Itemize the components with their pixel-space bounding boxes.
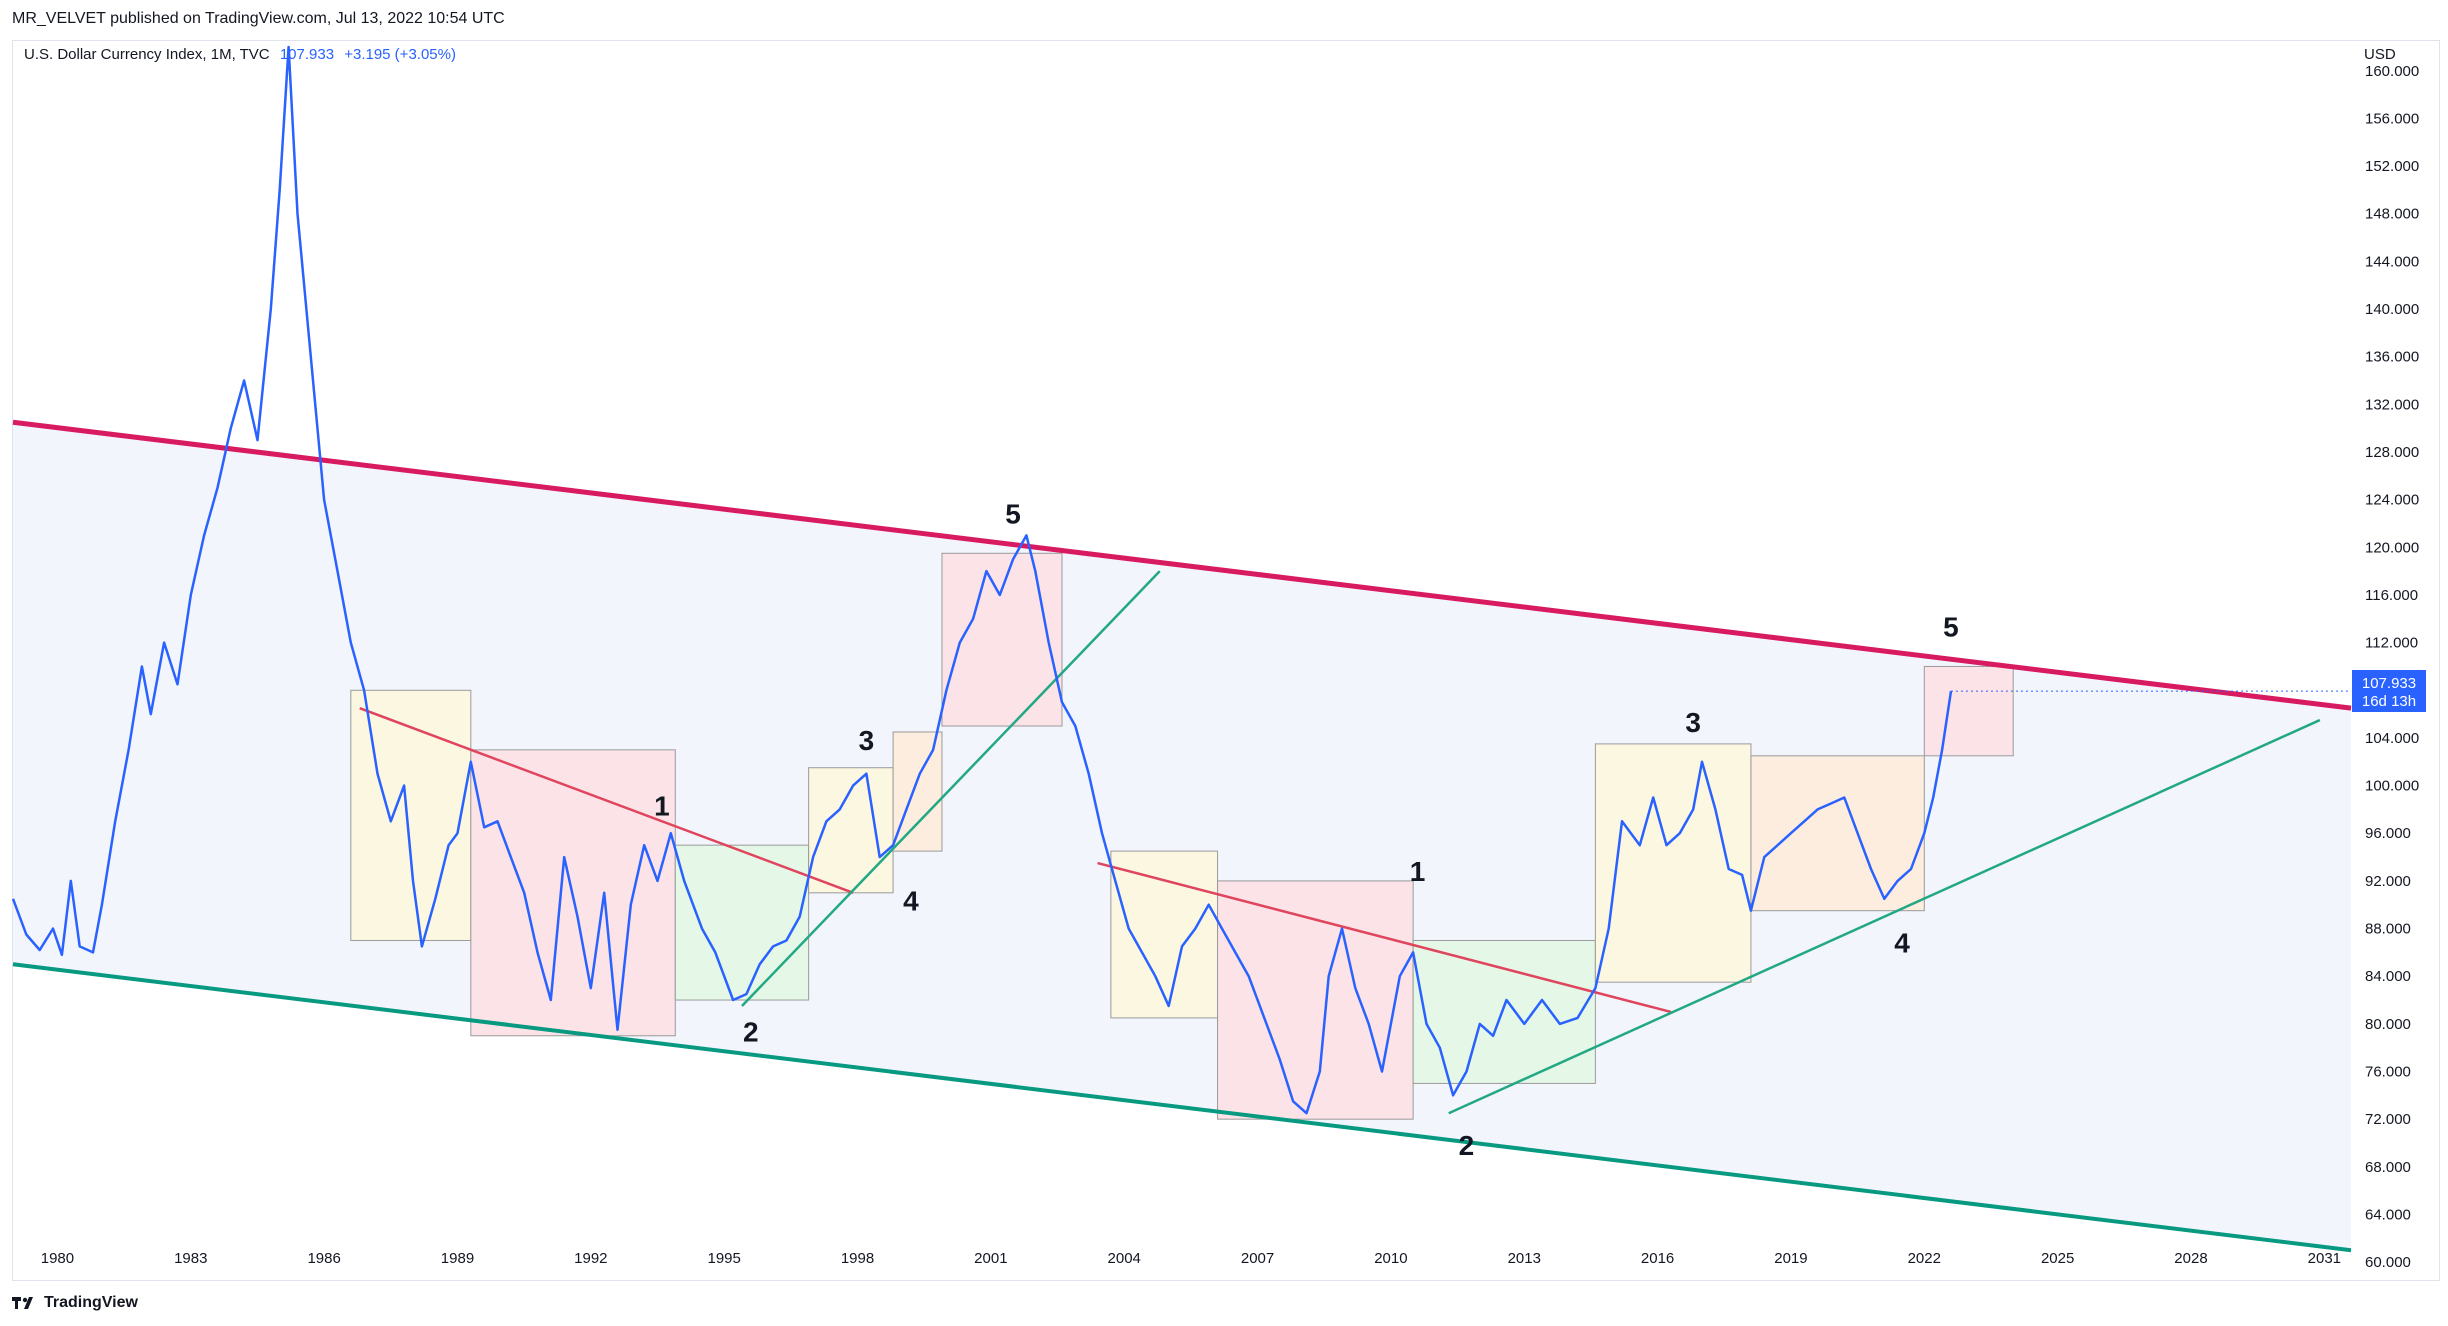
y-tick-label: 112.000 [2365,635,2418,652]
y-tick-label: 144.000 [2365,253,2419,270]
wave-box-6 [941,552,1063,727]
wave-label: 1 [1410,856,1426,887]
y-tick-label: 124.000 [2365,492,2419,509]
x-tick-label: 2007 [1241,1250,1274,1267]
wave-label: 5 [1943,612,1959,643]
x-tick-label: 1995 [707,1250,740,1267]
x-tick-label: 1998 [841,1250,874,1267]
price-tag: 107.933 16d 13h [2352,670,2426,712]
price-change: +3.195 (+3.05%) [344,46,456,63]
x-tick-label: 2004 [1108,1250,1141,1267]
x-tick-label: 2028 [2174,1250,2207,1267]
green-trendline-2 [1448,718,2321,1115]
wave-label: 1 [654,790,670,821]
chart-frame [12,40,2440,1281]
wave-box-4 [808,767,894,894]
y-tick-label: 152.000 [2365,158,2419,175]
y-tick-label: 92.000 [2365,873,2411,890]
wave-label: 4 [903,886,919,917]
x-tick-label: 2019 [1774,1250,1807,1267]
wave-label: 3 [859,725,875,756]
y-tick-label: 104.000 [2365,730,2419,747]
wave-box-12 [1923,665,2014,757]
wave-box-7 [1110,850,1219,1019]
wave-label: 2 [1459,1130,1475,1161]
y-tick-label: 140.000 [2365,301,2419,318]
wave-label: 4 [1894,927,1910,958]
x-tick-label: 1992 [574,1250,607,1267]
y-tick-label: 96.000 [2365,825,2411,842]
x-tick-label: 2016 [1641,1250,1674,1267]
x-tick-label: 2010 [1374,1250,1407,1267]
y-tick-label: 88.000 [2365,921,2411,938]
green-trendline-1 [741,570,1161,1007]
y-tick-label: 156.000 [2365,110,2419,127]
wave-box-3 [674,844,810,1001]
tradingview-footer[interactable]: TradingView [12,1294,138,1312]
red-trendline-1 [359,706,854,894]
y-tick-label: 136.000 [2365,349,2419,366]
red-trendline-2 [1097,861,1672,1014]
lower-channel-line [12,962,2352,1253]
y-tick-label: 100.000 [2365,778,2419,795]
y-tick-label: 76.000 [2365,1064,2411,1081]
wave-box-10 [1594,743,1752,983]
wave-label: 5 [1005,498,1021,529]
y-tick-label: 84.000 [2365,968,2411,985]
publisher-caption: MR_VELVET published on TradingView.com, … [12,10,505,27]
wave-box-5 [892,731,943,852]
y-tick-label: 148.000 [2365,206,2419,223]
x-tick-label: 2001 [974,1250,1007,1267]
y-tick-label: 80.000 [2365,1016,2411,1033]
wave-label: 2 [743,1017,759,1048]
symbol-legend[interactable]: U.S. Dollar Currency Index, 1M, TVC 107.… [24,46,456,63]
y-tick-label: 116.000 [2365,587,2418,604]
y-tick-label: 132.000 [2365,396,2419,413]
y-tick-label: 160.000 [2365,63,2419,80]
footer-brand: TradingView [44,1294,138,1311]
dxy-price-line [11,45,1953,1115]
y-tick-label: 128.000 [2365,444,2419,461]
y-tick-label: 68.000 [2365,1159,2411,1176]
tradingview-logo-icon [12,1297,33,1309]
wave-box-1 [350,689,472,941]
x-tick-label: 1980 [41,1250,74,1267]
wave-label: 3 [1685,707,1701,738]
x-tick-label: 2031 [2308,1250,2341,1267]
upper-channel-line [12,419,2352,711]
price-tag-box [2352,670,2426,712]
wave-box-11 [1750,755,1925,912]
y-tick-label: 60.000 [2365,1254,2411,1271]
x-tick-label: 1989 [441,1250,474,1267]
x-tick-label: 1983 [174,1250,207,1267]
chart-plot-area[interactable]: 60.000 64.000 68.000 72.000 76.000 80.000 84.0… [11,45,2419,1271]
x-tick-label: 2022 [1908,1250,1941,1267]
symbol-title: U.S. Dollar Currency Index, 1M, TVC [24,46,270,63]
price-tag-countdown: 16d 13h [2362,693,2416,710]
x-tick-label: 1986 [307,1250,340,1267]
y-tick-label: 64.000 [2365,1206,2411,1223]
currency-label: USD [2364,46,2396,63]
y-tick-label: 72.000 [2365,1111,2411,1128]
last-price: 107.933 [279,46,335,63]
wave-box-9 [1412,939,1596,1084]
x-tick-label: 2025 [2041,1250,2074,1267]
channel-fill [13,422,2351,1251]
y-tick-label: 120.000 [2365,539,2419,556]
x-tick-label: 2013 [1508,1250,1541,1267]
price-tag-value: 107.933 [2362,675,2416,692]
